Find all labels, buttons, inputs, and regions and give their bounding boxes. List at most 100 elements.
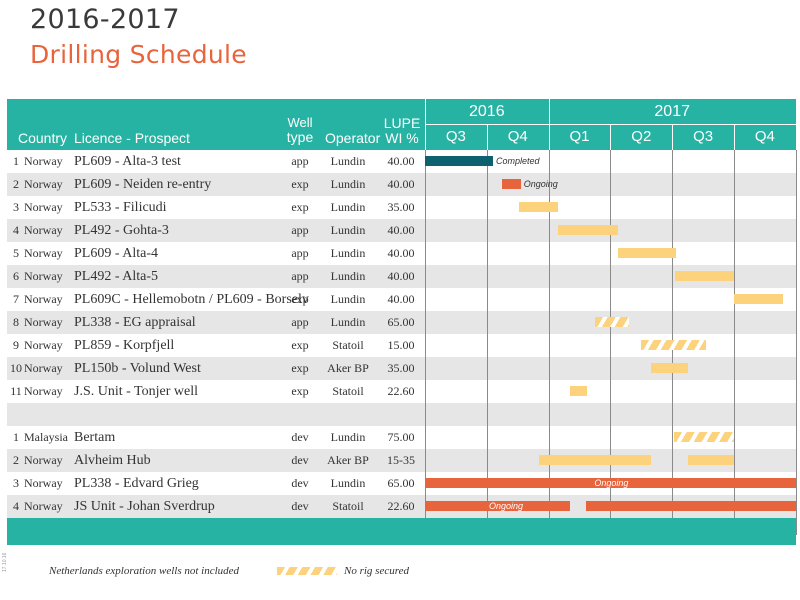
header-quarter-divider [734, 124, 735, 150]
table-row: 4 Norway JS Unit - Johan Sverdrup dev Statoi… [7, 495, 796, 518]
header-well-type-line2: type [286, 129, 314, 145]
row-country: Norway [24, 154, 63, 168]
row-operator: Statoil [332, 384, 364, 398]
header-country: Country [18, 130, 68, 146]
row-well-type: exp [291, 338, 309, 352]
row-operator: Lundin [330, 315, 366, 329]
row-country: Norway [24, 177, 63, 191]
row-licence: PL533 - Filicudi [74, 200, 167, 215]
gantt-bar-norig [594, 317, 629, 327]
spacer-row [7, 403, 796, 426]
quarter-gridline [548, 150, 550, 535]
table-row: 3 Norway PL533 - Filicudi exp Lundin 35.00 [7, 196, 796, 219]
gantt-bar-planned [650, 363, 688, 373]
legend-no-rig-swatch [277, 567, 337, 575]
row-operator: Statoil [332, 338, 364, 352]
gantt-bar-planned [675, 271, 734, 281]
row-wi: 22.60 [387, 499, 415, 513]
gantt-bar-planned [539, 455, 651, 465]
gantt-bar-ongoing [425, 478, 796, 488]
row-well-type: exp [291, 292, 309, 306]
row-operator: Lundin [330, 269, 366, 283]
row-wi: 75.00 [387, 430, 415, 444]
gantt-bar-planned [687, 455, 734, 465]
header-quarter-divider [610, 124, 612, 150]
table-row: 4 Norway PL492 - Gohta-3 app Lundin 40.00 [7, 219, 796, 242]
row-wi: 35.00 [387, 200, 415, 214]
row-country: Norway [24, 223, 63, 237]
row-country: Norway [24, 246, 63, 260]
row-operator: Lundin [330, 177, 366, 191]
row-wi: 40.00 [387, 154, 415, 168]
header-wi-line2: WI % [385, 130, 419, 146]
row-well-type: app [291, 246, 309, 260]
row-operator: Lundin [330, 223, 366, 237]
header-well-type: Well type [283, 116, 317, 145]
quarter-gridline [425, 150, 426, 535]
row-wi: 40.00 [387, 246, 415, 260]
row-number: 8 [13, 315, 19, 329]
row-licence: PL609 - Alta-3 test [74, 154, 181, 169]
row-well-type: exp [291, 361, 309, 375]
row-operator: Lundin [330, 200, 366, 214]
row-licence: PL338 - EG appraisal [74, 315, 196, 330]
table-row: 2 Norway PL609 - Neiden re-entry exp Lundin 4… [7, 173, 796, 196]
row-number: 5 [13, 246, 19, 260]
row-number: 10 [10, 361, 22, 375]
header-quarter-divider [672, 124, 674, 150]
row-well-type: dev [291, 453, 309, 467]
quarter-gridline [734, 150, 735, 535]
row-well-type: app [291, 223, 309, 237]
row-number: 11 [10, 384, 22, 398]
quarter-label: Q1 [569, 128, 590, 145]
table-footer [7, 518, 796, 545]
row-operator: Lundin [330, 292, 366, 306]
row-operator: Aker BP [327, 361, 369, 375]
row-country: Norway [24, 338, 63, 352]
gantt-bar-label: Completed [495, 156, 540, 166]
row-operator: Aker BP [327, 453, 369, 467]
gantt-bar-ongoing [502, 179, 521, 189]
row-number: 3 [13, 476, 19, 490]
row-operator: Statoil [332, 499, 364, 513]
gantt-bar-label: Ongoing [523, 179, 558, 189]
page-title: Drilling Schedule [30, 40, 247, 69]
header-quarter-divider [795, 124, 797, 150]
document-code: 17.10.16 [2, 552, 8, 572]
row-country: Malaysia [24, 430, 68, 444]
row-country: Norway [24, 499, 63, 513]
year-label-2017: 2017 [654, 103, 690, 120]
row-wi: 40.00 [387, 223, 415, 237]
row-wi: 65.00 [387, 476, 415, 490]
row-well-type: app [291, 315, 309, 329]
row-country: Norway [24, 292, 63, 306]
row-wi: 40.00 [387, 177, 415, 191]
table-row: 11 Norway J.S. Unit - Tonjer well exp Statoi… [7, 380, 796, 403]
row-well-type: exp [291, 384, 309, 398]
year-label-2016: 2016 [469, 103, 505, 120]
row-operator: Lundin [330, 246, 366, 260]
table-row: 6 Norway PL492 - Alta-5 app Lundin 40.00 [7, 265, 796, 288]
quarter-label: Q3 [445, 128, 466, 145]
row-number: 2 [13, 453, 19, 467]
row-licence: PL492 - Gohta-3 [74, 223, 169, 238]
row-country: Norway [24, 476, 63, 490]
row-number: 4 [13, 499, 19, 513]
row-well-type: dev [291, 430, 309, 444]
row-licence: PL859 - Korpfjell [74, 338, 175, 353]
gantt-bar-planned [557, 225, 618, 235]
gantt-bar-label: Ongoing [489, 501, 524, 511]
row-number: 9 [13, 338, 19, 352]
table-row: 5 Norway PL609 - Alta-4 app Lundin 40.00 [7, 242, 796, 265]
quarter-label: Q3 [693, 128, 714, 145]
row-licence: Alvheim Hub [74, 453, 151, 468]
row-country: Norway [24, 200, 63, 214]
gantt-bar-norig [674, 432, 734, 442]
row-number: 3 [13, 200, 19, 214]
row-well-type: dev [291, 499, 309, 513]
gantt-bar-planned [518, 202, 558, 212]
table-row: 1 Norway PL609 - Alta-3 test app Lundin 40.00 [7, 150, 796, 173]
header-wi: LUPE WI % [383, 116, 421, 146]
header-quarter-divider [548, 99, 550, 150]
row-number: 1 [13, 154, 19, 168]
